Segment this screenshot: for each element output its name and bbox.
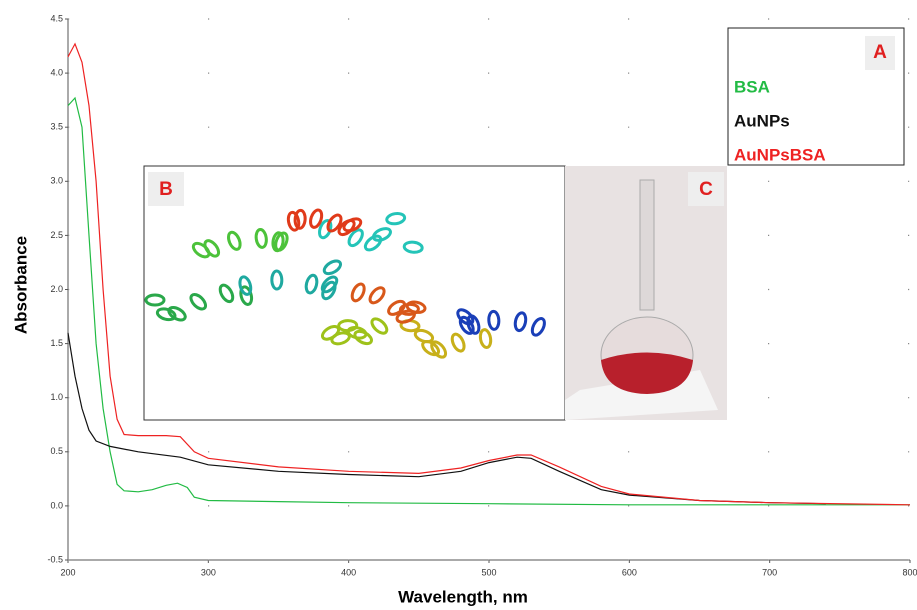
helix	[286, 210, 301, 232]
x-tick-label: 600	[622, 567, 637, 577]
y-axis-title: Absorbance	[11, 236, 30, 334]
helix	[350, 282, 366, 303]
helix	[370, 317, 389, 335]
y-tick-label: 3.5	[50, 122, 63, 132]
helix	[466, 314, 481, 335]
helix	[530, 316, 546, 337]
helix	[309, 208, 324, 229]
x-tick-label: 800	[902, 567, 917, 577]
inset-label: C	[699, 179, 713, 200]
y-tick-label: -0.5	[47, 554, 63, 564]
helix	[430, 340, 448, 359]
helix	[274, 231, 289, 252]
helix	[167, 306, 187, 322]
y-tick-label: 2.5	[50, 230, 63, 240]
y-tick-label: 0.5	[50, 446, 63, 456]
helix	[239, 285, 254, 306]
line	[67, 96, 910, 506]
helix	[385, 212, 407, 226]
legend-entry: AuNPs	[734, 111, 790, 130]
helix	[347, 228, 364, 248]
y-tick-label: 4.5	[50, 13, 63, 23]
helix	[372, 227, 392, 242]
legend-entry: BSA	[734, 77, 770, 96]
helix	[402, 240, 424, 254]
y-tick-label: 4.0	[50, 67, 63, 77]
helix	[321, 280, 337, 301]
x-tick-label: 200	[60, 567, 75, 577]
helix	[342, 217, 363, 233]
y-tick-label: 3.0	[50, 176, 63, 186]
helix	[487, 309, 501, 331]
helix	[270, 269, 284, 291]
liquid	[601, 352, 693, 394]
helix	[293, 208, 307, 230]
helix	[144, 293, 166, 307]
helix	[189, 292, 208, 311]
helix	[304, 273, 319, 295]
helix	[353, 329, 373, 346]
helix	[450, 332, 466, 353]
y-tick-label: 0.0	[50, 500, 63, 510]
helix	[387, 299, 407, 316]
helix	[322, 259, 343, 276]
line	[67, 332, 826, 505]
y-tick-label: 2.0	[50, 284, 63, 294]
helix	[155, 307, 177, 322]
y-tick-label: 1.0	[50, 392, 63, 402]
x-axis-title: Wavelength, nm	[398, 587, 528, 606]
x-tick-label: 400	[341, 567, 356, 577]
legend-label-box	[865, 36, 895, 70]
helix	[320, 275, 339, 294]
line	[67, 42, 911, 506]
helix	[238, 275, 253, 296]
helix	[326, 213, 343, 233]
helix	[405, 300, 427, 314]
helix	[413, 328, 435, 344]
x-tick-label: 300	[201, 567, 216, 577]
flask-neck	[639, 179, 655, 311]
helix	[513, 311, 528, 333]
helix	[254, 227, 268, 249]
legend-label: A	[873, 42, 887, 63]
helix	[363, 234, 383, 252]
inset-frame	[143, 165, 566, 421]
helix	[218, 283, 235, 304]
x-tick-label: 500	[481, 567, 496, 577]
helix	[368, 286, 386, 305]
helix	[478, 328, 493, 349]
label-box	[688, 172, 724, 206]
inset-protein: B	[143, 165, 566, 421]
y-tick-label: 1.5	[50, 338, 63, 348]
inset-photo: C	[565, 166, 727, 420]
helix	[203, 239, 221, 258]
x-tick-label: 700	[762, 567, 777, 577]
legend-entry: AuNPsBSA	[734, 145, 826, 164]
helix	[227, 230, 242, 251]
label-box	[148, 172, 184, 206]
inset-label: B	[159, 179, 173, 200]
